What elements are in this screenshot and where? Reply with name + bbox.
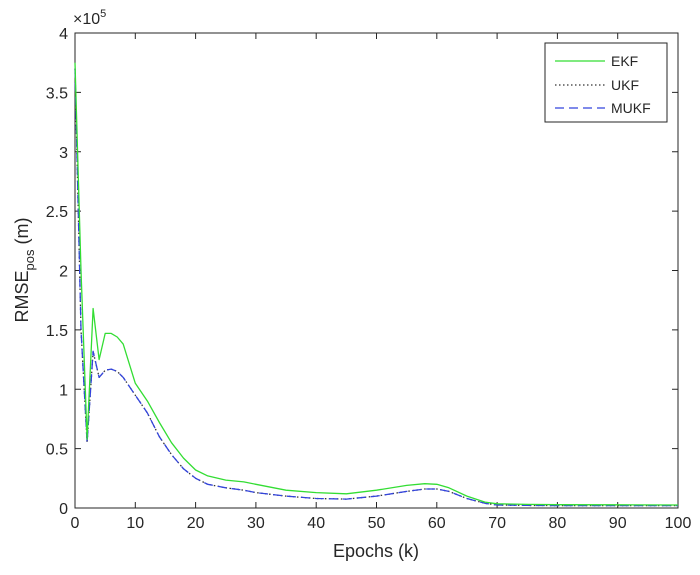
y-exponent-label: ×105 [73,8,106,28]
y-tick-label: 1 [59,382,68,399]
y-tick-label: 2 [59,264,68,281]
y-axis-title: RMSEpos (m) [12,218,37,323]
y-tick-label: 3.5 [46,85,68,102]
x-tick-label: 10 [126,515,144,532]
y-tick-label: 2.5 [46,204,68,221]
x-tick-label: 50 [368,515,386,532]
y-tick-label: 1.5 [46,323,68,340]
series-lines [74,62,679,507]
legend: EKF UKF MUKF [544,42,668,123]
legend-box [544,42,668,123]
y-tick-label: 4 [59,26,68,43]
x-tick-label: 20 [187,515,205,532]
x-tick-label: 90 [609,515,627,532]
y-exponent-power: 5 [100,8,106,20]
legend-label-ekf: EKF [611,53,638,69]
y-axis-title-unit: (m) [12,218,32,250]
x-tick-label: 40 [307,515,325,532]
series-line-mukf [74,68,678,507]
legend-label-ukf: UKF [611,77,639,93]
series-line-ekf [74,62,679,506]
y-exponent-base: ×10 [73,11,100,28]
y-axis-title-sub: pos [22,249,37,270]
x-axis-ticks: 0 10 20 30 40 50 60 70 80 90 100 [71,33,692,532]
y-tick-label: 0 [59,501,68,518]
x-tick-label: 100 [665,515,692,532]
y-axis-ticks: 0 0.5 1 1.5 2 2.5 3 3.5 4 [46,26,678,518]
x-tick-label: 70 [488,515,506,532]
x-tick-label: 80 [549,515,567,532]
y-tick-label: 0.5 [46,442,68,459]
x-tick-label: 60 [428,515,446,532]
x-tick-label: 30 [247,515,265,532]
x-axis-title: Epochs (k) [333,541,419,561]
y-tick-label: 3 [59,145,68,162]
y-axis-title-main: RMSE [12,270,32,322]
x-tick-label: 0 [71,515,80,532]
legend-label-mukf: MUKF [611,100,651,116]
